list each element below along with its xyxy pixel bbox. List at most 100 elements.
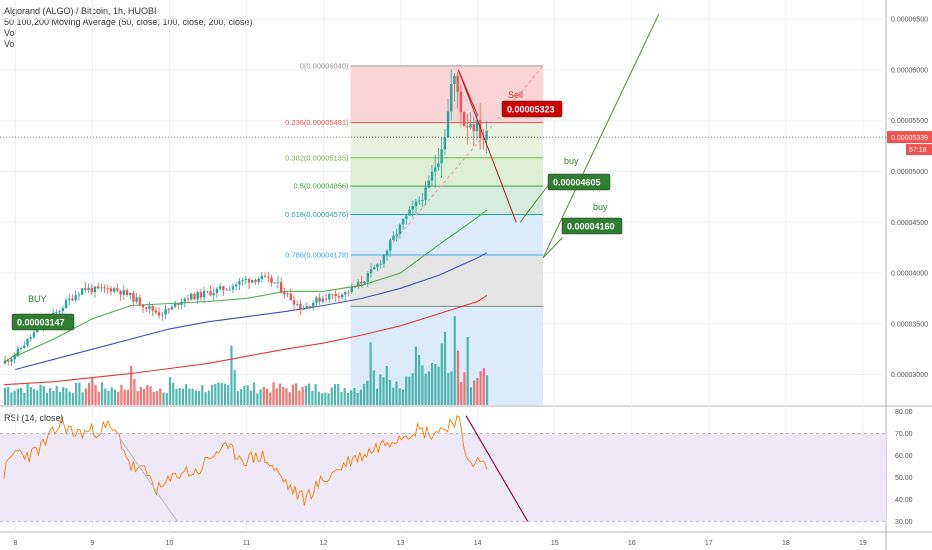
volume-bar [172, 382, 175, 405]
volume-bar [388, 379, 392, 405]
candle-body [379, 263, 382, 265]
buy2-tag-box [561, 217, 623, 235]
buy0-tag-box [11, 313, 75, 331]
fib-level-label: 0.786(0.00004178) [285, 250, 349, 259]
volume-bar [356, 392, 359, 405]
candle-body [411, 206, 414, 210]
candle-body [190, 293, 193, 300]
candle-body [318, 297, 321, 302]
chart-title: Algorand (ALGO) / Bitcoin, 1h, HUOBI [4, 6, 157, 16]
candle-body [151, 306, 154, 311]
volume-bar [476, 377, 479, 405]
sell-label: Sell [508, 90, 523, 100]
candle-body [302, 308, 305, 310]
rsi-grey-trend [119, 437, 178, 522]
candle-body [141, 304, 145, 308]
volume-bar [346, 393, 350, 405]
volume-bar [285, 388, 288, 405]
candle-body [186, 298, 190, 300]
volume-bar [233, 370, 236, 405]
axes: 0.00006500 0.00006000 0.00005500 0.00005000… [13, 17, 932, 547]
candle-body [122, 290, 126, 295]
candle-body [55, 312, 58, 313]
volume-bar [204, 392, 207, 405]
candle-body [64, 300, 68, 309]
price-tick-label: 0.00006500 [891, 17, 928, 24]
candle-body [183, 298, 187, 302]
volume-bar [78, 382, 81, 405]
volume-bar [340, 391, 343, 405]
candle-body [112, 288, 116, 292]
volume-bar [130, 365, 133, 405]
volume-bar [146, 384, 149, 405]
volume-bar [424, 373, 427, 405]
volume-bar [100, 382, 104, 405]
candle-body [263, 275, 267, 277]
candle-body [369, 269, 373, 274]
candle-body [218, 286, 222, 289]
time-tick-label: 9 [90, 540, 94, 547]
drawings[interactable]: Sell 0.00005323 buy 0.00004605 buy 0.00004160… [0, 13, 886, 363]
volume-bar [418, 354, 421, 405]
volume-bar [262, 386, 265, 405]
ma-legend: 50,100,200 Moving Average (50, close, 10… [4, 17, 253, 27]
volume-bar [411, 373, 414, 405]
volume-bar [382, 377, 385, 405]
volume-bar [49, 387, 52, 405]
rsi-tick-label: 60.00 [895, 453, 913, 460]
volume-bar [369, 342, 372, 405]
volume-bar [414, 346, 418, 405]
candle-body [453, 75, 456, 84]
volume-bar [298, 390, 301, 405]
price-tick-label: 0.00004000 [891, 271, 928, 278]
volume-bar [39, 384, 42, 405]
volume-bar [456, 350, 460, 405]
candle-body [450, 83, 453, 112]
candle-body [244, 279, 248, 280]
candle-body [19, 347, 23, 349]
buy1-tag-value: 0.00004605 [553, 178, 601, 188]
ma200-line [3, 294, 488, 386]
candle-body [353, 286, 357, 288]
volume-bar [395, 381, 398, 405]
projected-rise-line [542, 13, 660, 259]
rsi-tick-label: 80.00 [895, 409, 913, 416]
volume-bar [359, 389, 362, 405]
candle-body [344, 291, 347, 295]
candle-body [312, 302, 315, 308]
candle-body [260, 275, 264, 280]
candle-body [199, 292, 203, 298]
candle-body [308, 305, 312, 308]
candle-body [347, 291, 350, 293]
candle-body [167, 308, 170, 310]
volume-bar [71, 393, 75, 405]
volume-bar [240, 389, 243, 405]
candle-body [119, 290, 122, 295]
buy1-label: buy [564, 156, 579, 166]
candle-body [414, 201, 418, 207]
candle-body [360, 281, 363, 284]
volume-bar [97, 391, 100, 405]
volume-bar [185, 384, 188, 405]
candle-body [363, 281, 366, 284]
rsi-tick-label: 70.00 [895, 431, 913, 438]
time-tick-label: 10 [166, 540, 174, 547]
candle-body [154, 310, 158, 313]
volume-bar [136, 390, 139, 405]
volume-bar [421, 365, 424, 405]
candle-body [469, 124, 472, 128]
countdown-tag [906, 144, 932, 156]
fib-zone [350, 157, 544, 187]
price-tick-label: 0.00004500 [891, 220, 928, 227]
volume-bar [223, 383, 227, 405]
candle-body [77, 294, 81, 296]
candle-body [209, 291, 212, 296]
volume-bar [123, 389, 126, 405]
candle-body [93, 286, 97, 293]
candle-body [257, 279, 260, 283]
volume-bar [330, 387, 333, 405]
candle-body [96, 286, 100, 289]
volume-bar [207, 390, 210, 405]
candle-body [276, 282, 280, 284]
